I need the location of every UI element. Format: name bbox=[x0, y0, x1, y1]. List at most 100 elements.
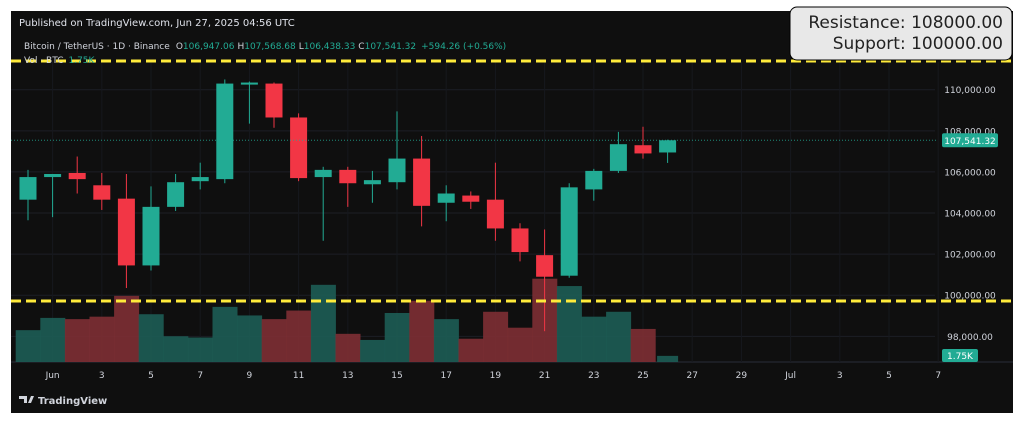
volume-bar bbox=[335, 333, 361, 362]
candle-body bbox=[609, 144, 627, 171]
volume-bar bbox=[212, 306, 238, 362]
candle-body bbox=[314, 169, 332, 178]
annotation-box bbox=[789, 6, 1013, 61]
volume-bar bbox=[261, 319, 287, 362]
last-price-label: 107,541.32 bbox=[944, 137, 996, 147]
close-value: 107,541.32 bbox=[365, 42, 417, 52]
time-tick-label: 11 bbox=[293, 371, 304, 381]
price-tick-label: 110,000.00 bbox=[944, 86, 996, 96]
candle-body bbox=[536, 255, 554, 277]
price-tick-label: 108,000.00 bbox=[944, 127, 996, 137]
volume-bar bbox=[581, 316, 607, 362]
candle-body bbox=[142, 206, 160, 266]
level-lines bbox=[11, 59, 1013, 303]
volume-bar bbox=[630, 328, 656, 362]
volume-bar bbox=[237, 315, 263, 362]
levels-annotation: Resistance: 108000.00 Support: 100000.00 bbox=[789, 6, 1013, 61]
high-value: 107,568.68 bbox=[244, 42, 296, 52]
volume-bar bbox=[15, 330, 41, 362]
time-tick-label: 9 bbox=[247, 371, 253, 381]
price-tick-label: 98,000.00 bbox=[947, 333, 993, 343]
price-tick-label: 104,000.00 bbox=[944, 210, 996, 220]
volume-bar bbox=[507, 327, 533, 362]
candle-body bbox=[437, 193, 455, 203]
volume-bar bbox=[458, 338, 484, 362]
time-tick-label: Jun bbox=[45, 371, 60, 381]
price-tick-label: 100,000.00 bbox=[944, 292, 996, 302]
volume-bar bbox=[360, 339, 386, 362]
volume-bar bbox=[114, 295, 140, 362]
candle-body bbox=[413, 158, 431, 206]
candle-body bbox=[290, 117, 308, 179]
candle-body bbox=[511, 228, 529, 253]
tradingview-logo-text: TradingView bbox=[38, 396, 107, 407]
time-tick-label: 13 bbox=[342, 371, 353, 381]
support-label: Support: 100000.00 bbox=[833, 34, 1003, 54]
volume-badge bbox=[942, 349, 978, 362]
candles bbox=[19, 79, 677, 332]
candle-body bbox=[68, 172, 86, 180]
candle-body bbox=[560, 187, 578, 276]
volume-bar bbox=[138, 314, 164, 362]
candle-body bbox=[240, 82, 258, 85]
volume-bar bbox=[89, 316, 115, 362]
volume-badge-label: 1.75K bbox=[947, 352, 974, 362]
volume-bar bbox=[483, 311, 509, 362]
published-text: Published on TradingView.com, Jun 27, 20… bbox=[19, 18, 295, 29]
candle-body bbox=[659, 140, 677, 153]
candle-body bbox=[462, 195, 480, 202]
time-axis: Jun 3 5 7 9 11 13 15 17 19 21 23 25 27 29 Jul 3 5 7 bbox=[45, 371, 941, 381]
time-tick-label: 21 bbox=[539, 371, 550, 381]
resistance-label: Resistance: 108000.00 bbox=[808, 13, 1003, 33]
open-label: O bbox=[176, 42, 183, 52]
time-tick-label: 3 bbox=[837, 371, 843, 381]
volume-legend: Vol · BTC 1.75K bbox=[24, 56, 96, 66]
volume-bar bbox=[606, 311, 632, 362]
candle-body bbox=[486, 199, 504, 229]
time-tick-label: 5 bbox=[148, 371, 154, 381]
candle-body bbox=[19, 177, 37, 200]
volume-bar bbox=[286, 310, 312, 362]
time-tick-label: 19 bbox=[490, 371, 502, 381]
open-value: 106,947.06 bbox=[183, 42, 235, 52]
high-label: H bbox=[237, 42, 244, 52]
price-tick-label: 106,000.00 bbox=[944, 168, 996, 178]
time-tick-label: 17 bbox=[440, 371, 451, 381]
low-label: L bbox=[299, 42, 304, 52]
price-tick-label: 102,000.00 bbox=[944, 251, 996, 261]
volume-bar bbox=[384, 313, 410, 362]
volume-bar bbox=[409, 300, 435, 362]
time-tick-label: 7 bbox=[197, 371, 203, 381]
candle-body bbox=[265, 83, 283, 118]
candle-body bbox=[634, 145, 652, 154]
time-tick-label: 25 bbox=[637, 371, 648, 381]
low-value: 106,438.33 bbox=[304, 42, 356, 52]
volume-legend-label: Vol · BTC bbox=[24, 56, 63, 66]
candle-body bbox=[339, 169, 357, 184]
volume-legend-value: 1.75K bbox=[68, 56, 95, 66]
candle-body bbox=[363, 180, 381, 185]
grid-lines bbox=[11, 62, 939, 362]
candle-body bbox=[216, 83, 234, 180]
volume-bar bbox=[187, 337, 213, 362]
time-tick-label: 15 bbox=[391, 371, 402, 381]
candle-body bbox=[93, 185, 111, 200]
candle-body bbox=[44, 173, 62, 178]
time-tick-label: 3 bbox=[99, 371, 105, 381]
close-label: C bbox=[358, 42, 364, 52]
tradingview-logo-icon bbox=[19, 396, 34, 403]
volume-bar bbox=[40, 317, 66, 362]
change-value: +594.26 (+0.56%) bbox=[421, 42, 506, 52]
candle-body bbox=[388, 158, 406, 183]
volume-bar bbox=[556, 286, 582, 362]
volume-bar bbox=[657, 355, 679, 362]
time-tick-label: 29 bbox=[736, 371, 748, 381]
candle-body bbox=[167, 182, 185, 207]
volume-bar bbox=[163, 336, 189, 362]
candle-body bbox=[585, 170, 603, 190]
ohlc-legend: Bitcoin / TetherUS · 1D · Binance O106,94… bbox=[24, 42, 506, 52]
time-tick-label: 27 bbox=[686, 371, 697, 381]
price-axis: 110,000.00 108,000.00 106,000.00 104,000.00… bbox=[942, 86, 998, 362]
volume-bar bbox=[433, 319, 459, 362]
